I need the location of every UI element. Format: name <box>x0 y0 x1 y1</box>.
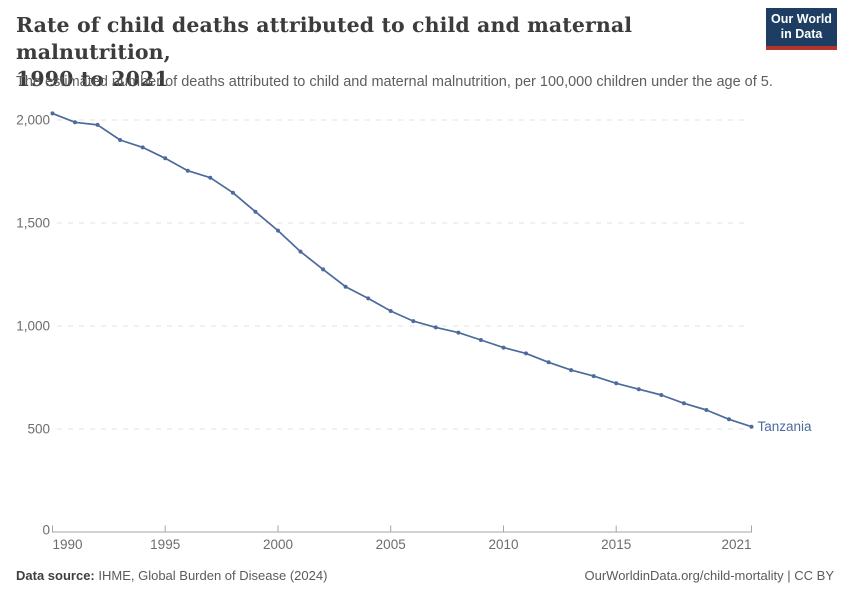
data-point <box>163 156 168 161</box>
data-point <box>73 120 77 125</box>
y-axis-tick-label: 1,500 <box>16 216 50 231</box>
y-axis-tick-label: 0 <box>42 523 50 538</box>
x-axis-tick-label: 2021 <box>721 537 751 552</box>
owid-logo-line2: in Data <box>780 27 823 41</box>
data-point <box>276 228 280 233</box>
chart-title: Rate of child deaths attributed to child… <box>16 12 736 93</box>
chart-subtitle: The estimated number of deaths attribute… <box>16 74 773 90</box>
x-axis-tick-label: 2015 <box>601 537 631 552</box>
data-point <box>659 393 664 397</box>
data-point <box>456 330 461 335</box>
x-axis-tick-label: 2000 <box>263 537 293 552</box>
data-point <box>524 351 528 356</box>
data-point <box>704 408 709 412</box>
data-point <box>253 209 258 214</box>
data-point <box>614 381 619 386</box>
owid-credit: OurWorldinData.org/child-mortality | CC … <box>584 568 835 583</box>
x-axis-tick-label: 2005 <box>376 537 406 552</box>
data-point <box>433 325 438 330</box>
owid-logo-line1: Our World <box>771 12 832 26</box>
data-point <box>140 145 145 150</box>
data-point <box>546 360 551 365</box>
data-point <box>230 190 235 195</box>
data-point <box>321 267 326 272</box>
data-point <box>298 249 303 254</box>
data-source: Data source: IHME, Global Burden of Dise… <box>16 568 327 583</box>
data-point <box>591 374 596 379</box>
data-point <box>95 122 100 127</box>
data-point <box>681 401 686 406</box>
y-axis-tick-label: 500 <box>27 422 50 437</box>
x-axis-tick-label: 2010 <box>488 537 518 552</box>
data-point <box>636 387 641 392</box>
data-point <box>749 424 754 429</box>
data-point <box>366 296 371 301</box>
data-point <box>411 319 416 324</box>
data-point <box>569 368 574 373</box>
data-point <box>501 345 506 350</box>
data-point <box>208 175 213 180</box>
x-axis-tick-label: 1995 <box>150 537 180 552</box>
data-point <box>50 111 55 116</box>
data-source-value: IHME, Global Burden of Disease (2024) <box>94 568 328 583</box>
y-axis-tick-label: 2,000 <box>16 113 50 128</box>
chart-title-line1: Rate of child deaths attributed to child… <box>16 13 633 65</box>
data-point <box>185 168 190 173</box>
data-point <box>343 284 348 289</box>
trend-line <box>51 112 753 428</box>
data-source-label: Data source: <box>16 568 95 583</box>
y-axis-tick-label: 1,000 <box>16 319 50 334</box>
chart-title-line2: 1990 to 2021 <box>16 67 169 92</box>
chart-footer: Data source: IHME, Global Burden of Dise… <box>16 568 834 583</box>
data-point <box>727 417 731 422</box>
owid-logo: Our World in Data <box>766 8 837 50</box>
series-end-label: Tanzania <box>758 419 813 434</box>
data-point <box>388 309 393 313</box>
data-point <box>118 138 123 142</box>
data-point <box>478 338 483 342</box>
x-axis-tick-label: 1990 <box>53 537 83 552</box>
